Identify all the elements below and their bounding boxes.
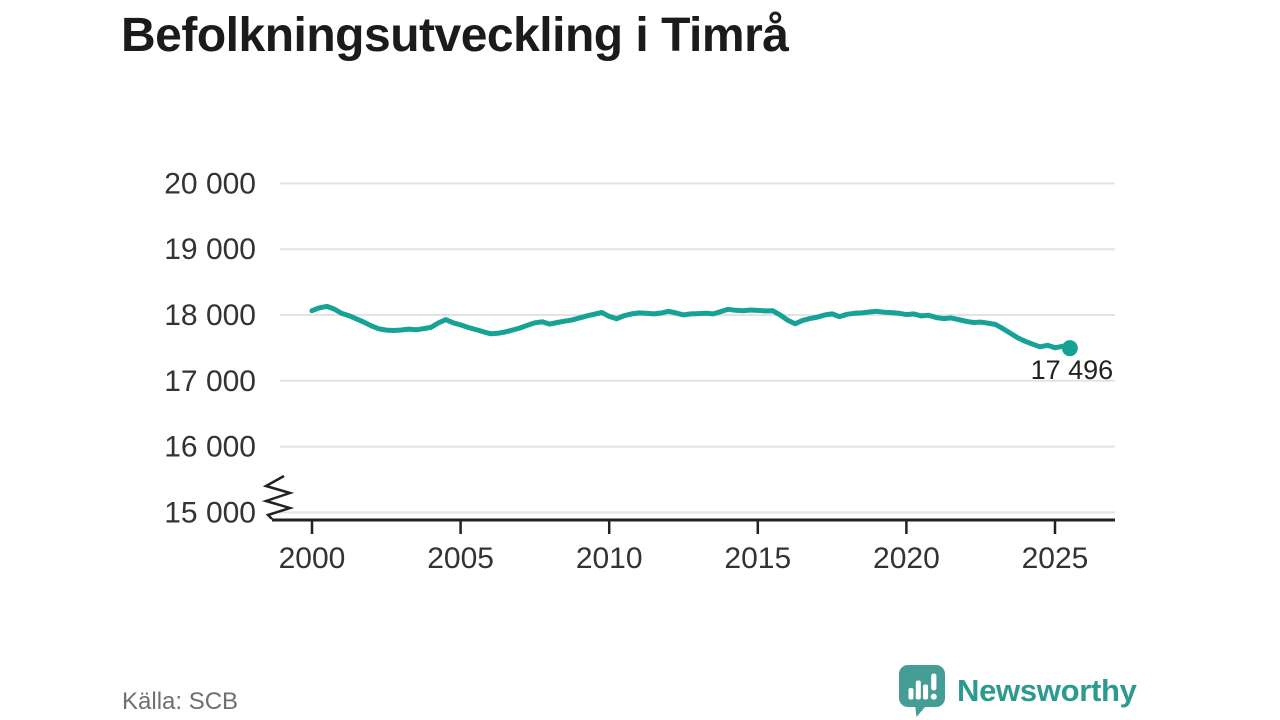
x-tick-label: 2025 <box>1022 542 1089 575</box>
x-tick-label: 2015 <box>724 542 791 575</box>
y-tick-label: 17 000 <box>164 365 256 398</box>
population-line <box>309 303 1073 351</box>
y-tick-label: 15 000 <box>164 496 256 529</box>
x-tick-label: 2020 <box>873 542 940 575</box>
x-tick-label: 2010 <box>576 542 643 575</box>
newsworthy-bar-chart-speech-bubble-icon <box>899 665 945 717</box>
source-caption: Källa: SCB <box>122 688 239 715</box>
chart-title: Befolkningsutveckling i Timrå <box>121 9 789 62</box>
x-tick-label: 2005 <box>427 542 494 575</box>
x-tick-label: 2000 <box>279 542 346 575</box>
y-tick-label: 18 000 <box>164 299 256 332</box>
newsworthy-logo-text: Newsworthy <box>957 673 1137 708</box>
y-tick-label: 19 000 <box>164 233 256 266</box>
end-value-label: 17 496 <box>1031 355 1114 385</box>
newsworthy-logo: Newsworthy <box>898 664 1137 718</box>
end-dot <box>1061 340 1078 357</box>
y-tick-label: 20 000 <box>164 167 256 200</box>
y-tick-label: 16 000 <box>164 431 256 464</box>
axis-break-icon <box>261 474 295 520</box>
